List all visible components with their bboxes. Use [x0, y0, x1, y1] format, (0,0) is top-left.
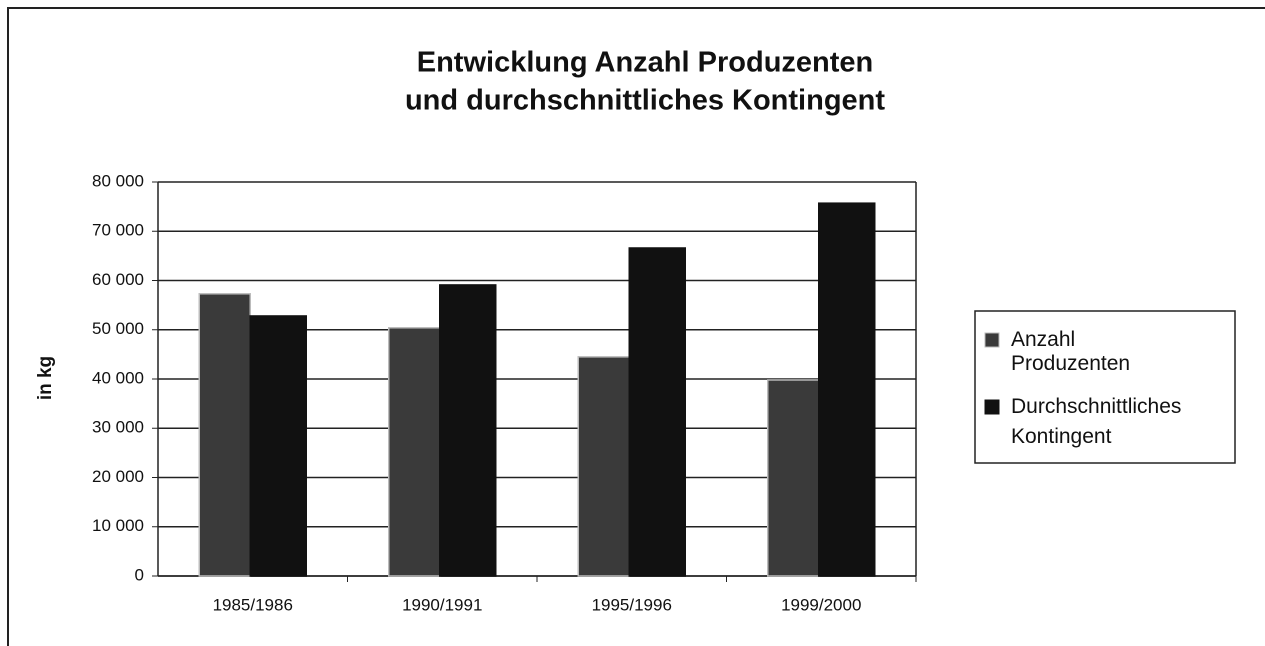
bar [439, 284, 497, 577]
bar [628, 247, 686, 577]
y-tick-label: 20 000 [92, 467, 144, 486]
y-tick-label: 80 000 [92, 171, 144, 190]
legend-label: Durchschnittliches Kontingent [1011, 395, 1181, 448]
x-tick-label: 1995/1996 [592, 595, 672, 614]
legend-label: Anzahl Produzenten [1011, 328, 1130, 375]
frame [7, 7, 1265, 646]
bar [577, 356, 630, 577]
chart-subtitle: und durchschnittliches Kontingent [405, 85, 885, 117]
y-axis-label: in kg [35, 356, 56, 400]
y-tick-label: 30 000 [92, 418, 144, 437]
y-tick-label: 60 000 [92, 270, 144, 289]
legend-swatch [984, 332, 1000, 348]
y-tick-label: 50 000 [92, 319, 144, 338]
y-tick-label: 70 000 [92, 221, 144, 240]
legend-box [974, 310, 1236, 464]
bar [818, 202, 876, 577]
bar [767, 379, 820, 577]
legend-swatch [984, 399, 1000, 415]
bar [249, 315, 307, 577]
x-tick-label: 1985/1986 [213, 595, 293, 614]
bar [388, 327, 441, 577]
x-tick-label: 1990/1991 [402, 595, 482, 614]
y-tick-label: 10 000 [92, 516, 144, 535]
bar [198, 293, 251, 577]
y-tick-label: 40 000 [92, 368, 144, 387]
x-tick-label: 1999/2000 [781, 595, 861, 614]
chart-title: Entwicklung Anzahl Produzenten [417, 47, 874, 79]
y-tick-label: 0 [135, 565, 144, 584]
